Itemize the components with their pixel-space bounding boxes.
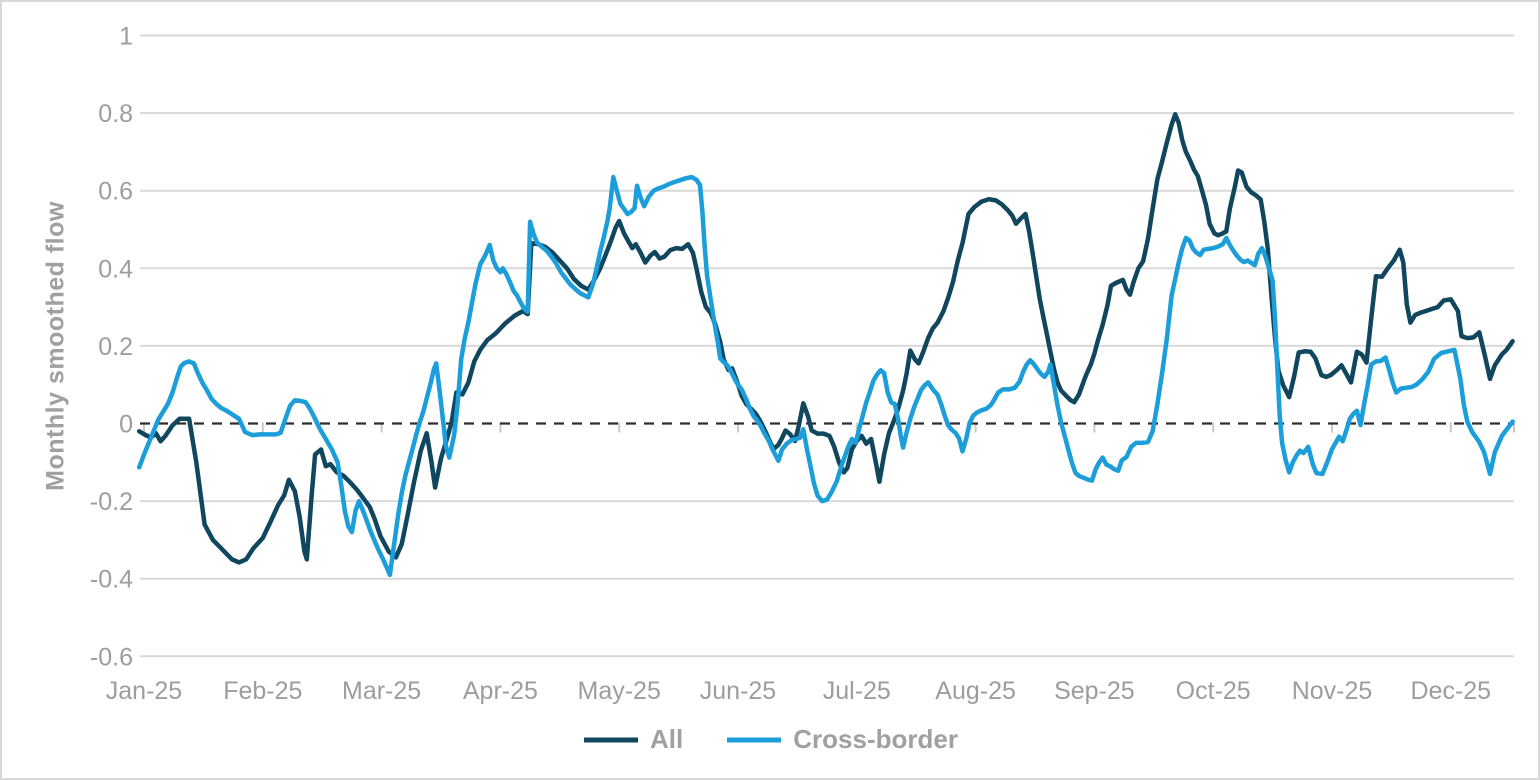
line-chart: 1 0.8 0.6 0.4 0.2 0 -0.2 -0.4 -0.6 Jan-25 Feb-25 Ma… [90,23,1515,705]
y-tick-label: 0.4 [98,255,133,283]
legend-label-all: All [650,724,684,754]
legend-line-cross-border-icon [727,737,782,742]
series-line-all [136,112,1515,565]
x-tick-label: Mar-25 [342,677,421,705]
y-tick-label: 0.6 [98,178,133,206]
x-tick-label: Jun-25 [700,677,776,705]
chart-legend: All Cross-border [2,724,1538,755]
x-tick-label: Jul-25 [823,677,891,705]
y-axis-title: Monthly smoothed flow [41,201,70,491]
legend-item-all: All [582,724,683,755]
legend-line-all-icon [584,737,639,742]
legend-item-cross-border: Cross-border [725,724,958,755]
y-tick-label: -0.4 [90,566,133,594]
y-tick-label: -0.2 [90,488,133,516]
y-tick-label: 1 [119,23,133,51]
x-tick-label: Sep-25 [1054,677,1135,705]
x-tick-label: Apr-25 [463,677,538,705]
y-tick-label: 0.8 [98,100,133,128]
series-line-cross-border [136,174,1515,578]
x-tick-label: Dec-25 [1411,677,1492,705]
y-tick-label: 0 [119,411,133,439]
y-tick-label: -0.6 [90,643,133,671]
y-tick-label: 0.2 [98,333,133,361]
x-tick-label: Jan-25 [106,677,182,705]
x-tick-label: May-25 [578,677,661,705]
x-tick-label: Aug-25 [935,677,1016,705]
x-tick-label: Feb-25 [223,677,302,705]
x-tick-label: Oct-25 [1176,677,1251,705]
x-tick-label: Nov-25 [1292,677,1373,705]
legend-label-cross-border: Cross-border [793,724,958,754]
